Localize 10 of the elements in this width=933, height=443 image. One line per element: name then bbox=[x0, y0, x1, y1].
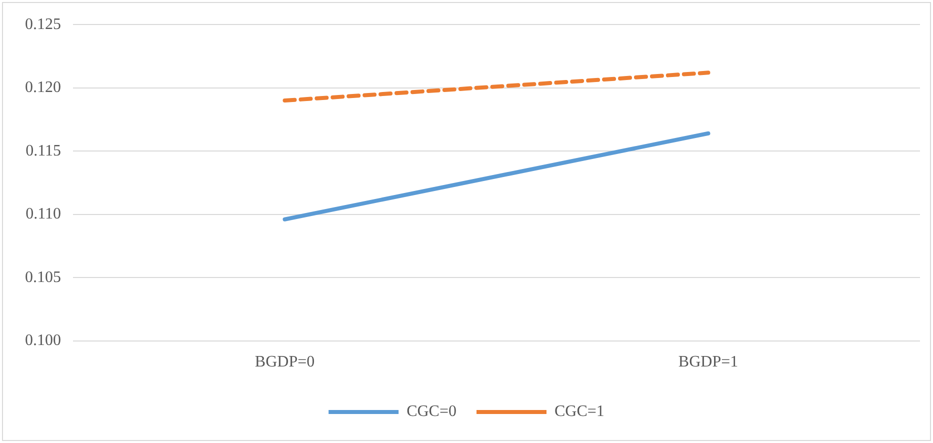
y-tick-label: 0.100 bbox=[25, 332, 61, 350]
x-tick-label: BGDP=0 bbox=[254, 354, 315, 371]
legend-label: CGC=1 bbox=[554, 403, 604, 420]
y-tick-label: 0.125 bbox=[25, 16, 61, 33]
y-tick-label: 0.115 bbox=[26, 142, 61, 160]
y-tick-label: 0.120 bbox=[25, 79, 61, 96]
y-tick-label: 0.105 bbox=[25, 268, 61, 286]
x-tick-label: BGDP=1 bbox=[678, 354, 738, 371]
legend-label: CGC=0 bbox=[406, 403, 456, 420]
y-tick-label: 0.110 bbox=[26, 206, 61, 223]
